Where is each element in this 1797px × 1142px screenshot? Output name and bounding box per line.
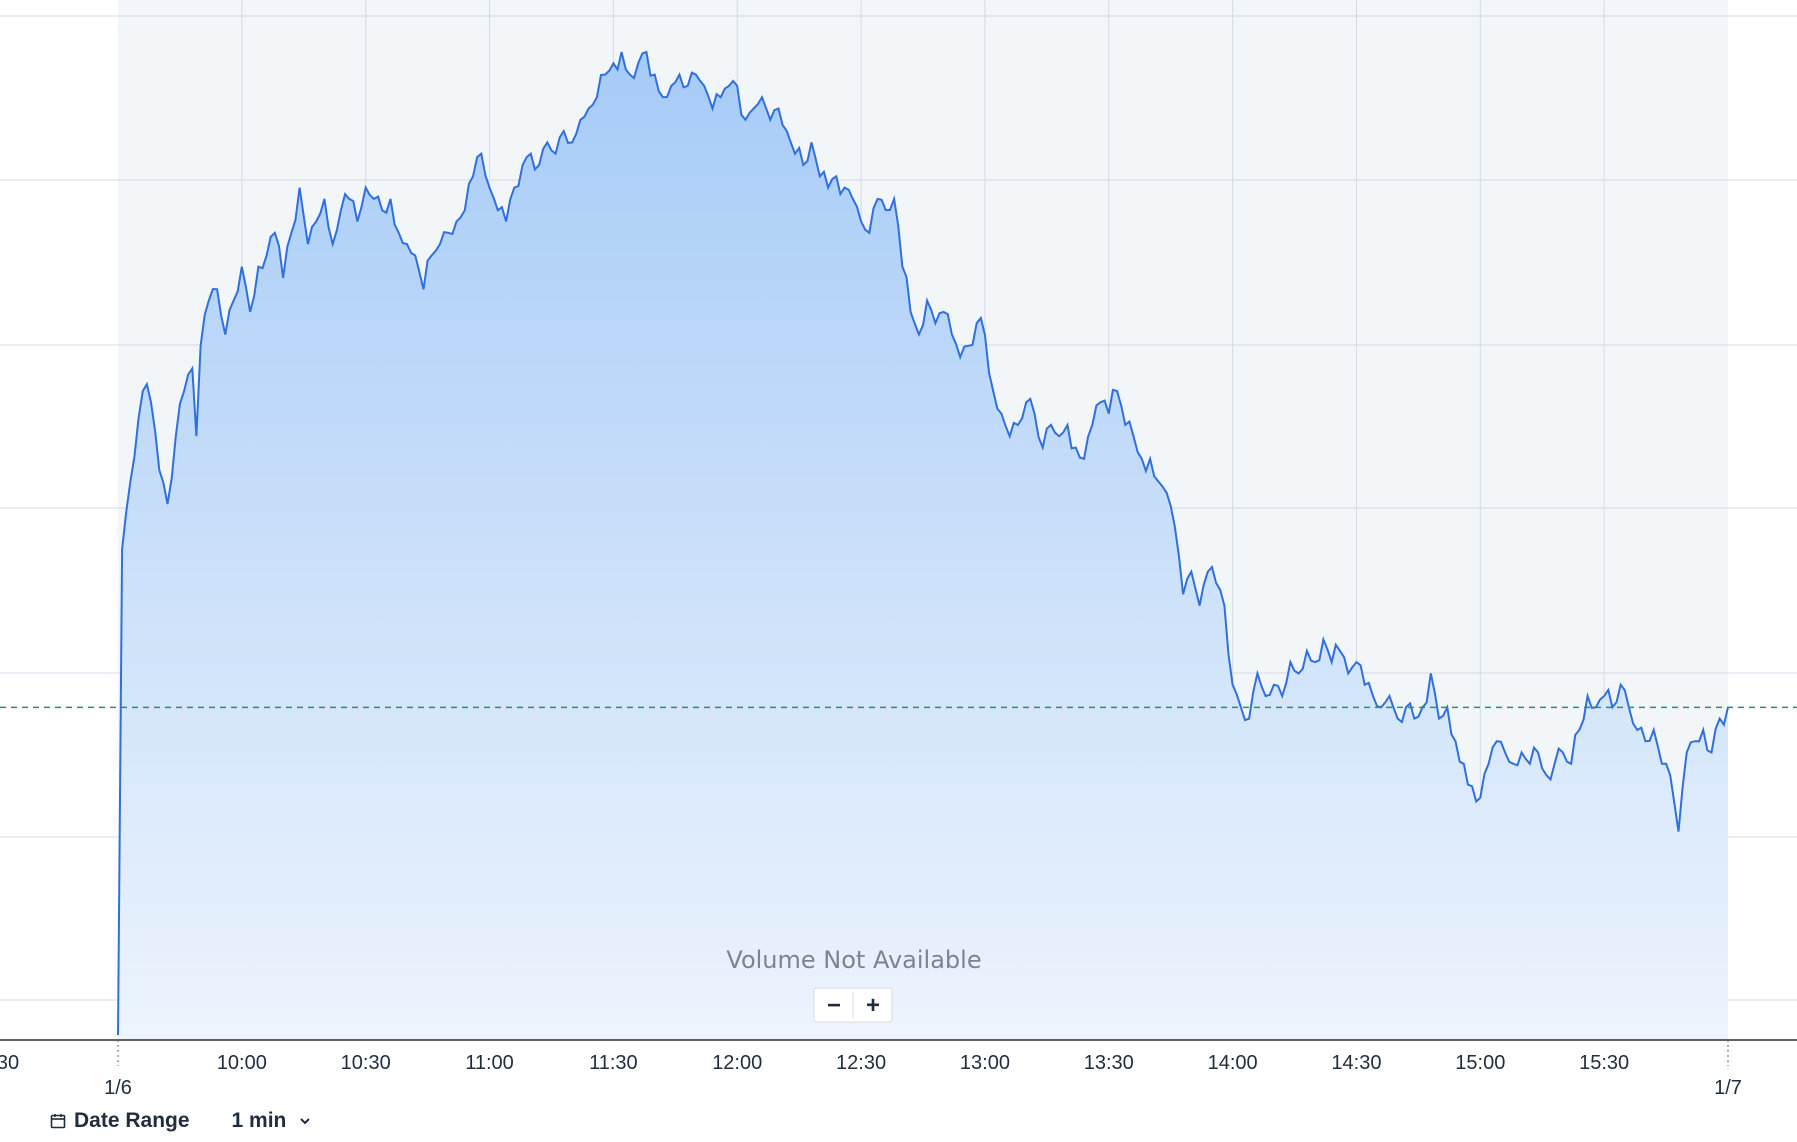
x-tick-label: 13:00 bbox=[960, 1052, 1010, 1074]
x-tick-label: 12:30 bbox=[836, 1052, 886, 1074]
zoom-out-button[interactable]: − bbox=[815, 989, 852, 1021]
x-tick-label: 15:30 bbox=[1579, 1052, 1629, 1074]
zoom-in-button[interactable]: + bbox=[854, 989, 891, 1021]
x-tick-label: 10:30 bbox=[341, 1052, 391, 1074]
zoom-controls: − + bbox=[813, 987, 893, 1023]
date-range-button[interactable]: Date Range bbox=[50, 1109, 190, 1133]
interval-dropdown[interactable]: 1 min bbox=[232, 1109, 313, 1133]
interval-label: 1 min bbox=[231, 1109, 287, 1132]
x-axis-ticks: 30 10:00 10:30 11:00 11:30 12:00 12:30 13:00 13:… bbox=[0, 1052, 1629, 1074]
chevron-down-icon bbox=[300, 1118, 311, 1125]
x-tick-label: 30 bbox=[0, 1052, 19, 1074]
x-tick-label: 11:00 bbox=[465, 1052, 514, 1074]
date-labels: 1/6 1/7 bbox=[104, 1040, 1742, 1099]
date-range-label: Date Range bbox=[74, 1109, 190, 1132]
volume-not-available: Volume Not Available bbox=[726, 946, 981, 974]
zoom-out-label: − bbox=[827, 992, 841, 1019]
x-tick-label: 15:00 bbox=[1455, 1052, 1505, 1074]
price-line bbox=[117, 50, 1729, 1036]
date-label: 1/7 bbox=[1714, 1077, 1742, 1099]
x-tick-label: 10:00 bbox=[217, 1052, 267, 1074]
x-tick-label: 14:30 bbox=[1331, 1052, 1381, 1074]
date-label: 1/6 bbox=[104, 1077, 132, 1099]
x-tick-label: 11:30 bbox=[589, 1052, 638, 1074]
zoom-in-label: + bbox=[866, 992, 880, 1019]
x-tick-label: 12:00 bbox=[712, 1052, 762, 1074]
x-tick-label: 13:30 bbox=[1084, 1052, 1134, 1074]
calendar-icon bbox=[50, 1114, 66, 1129]
price-area bbox=[118, 52, 1728, 1040]
chart-toolbar: Date Range 1 min bbox=[50, 1104, 312, 1138]
x-tick-label: 14:00 bbox=[1208, 1052, 1258, 1074]
